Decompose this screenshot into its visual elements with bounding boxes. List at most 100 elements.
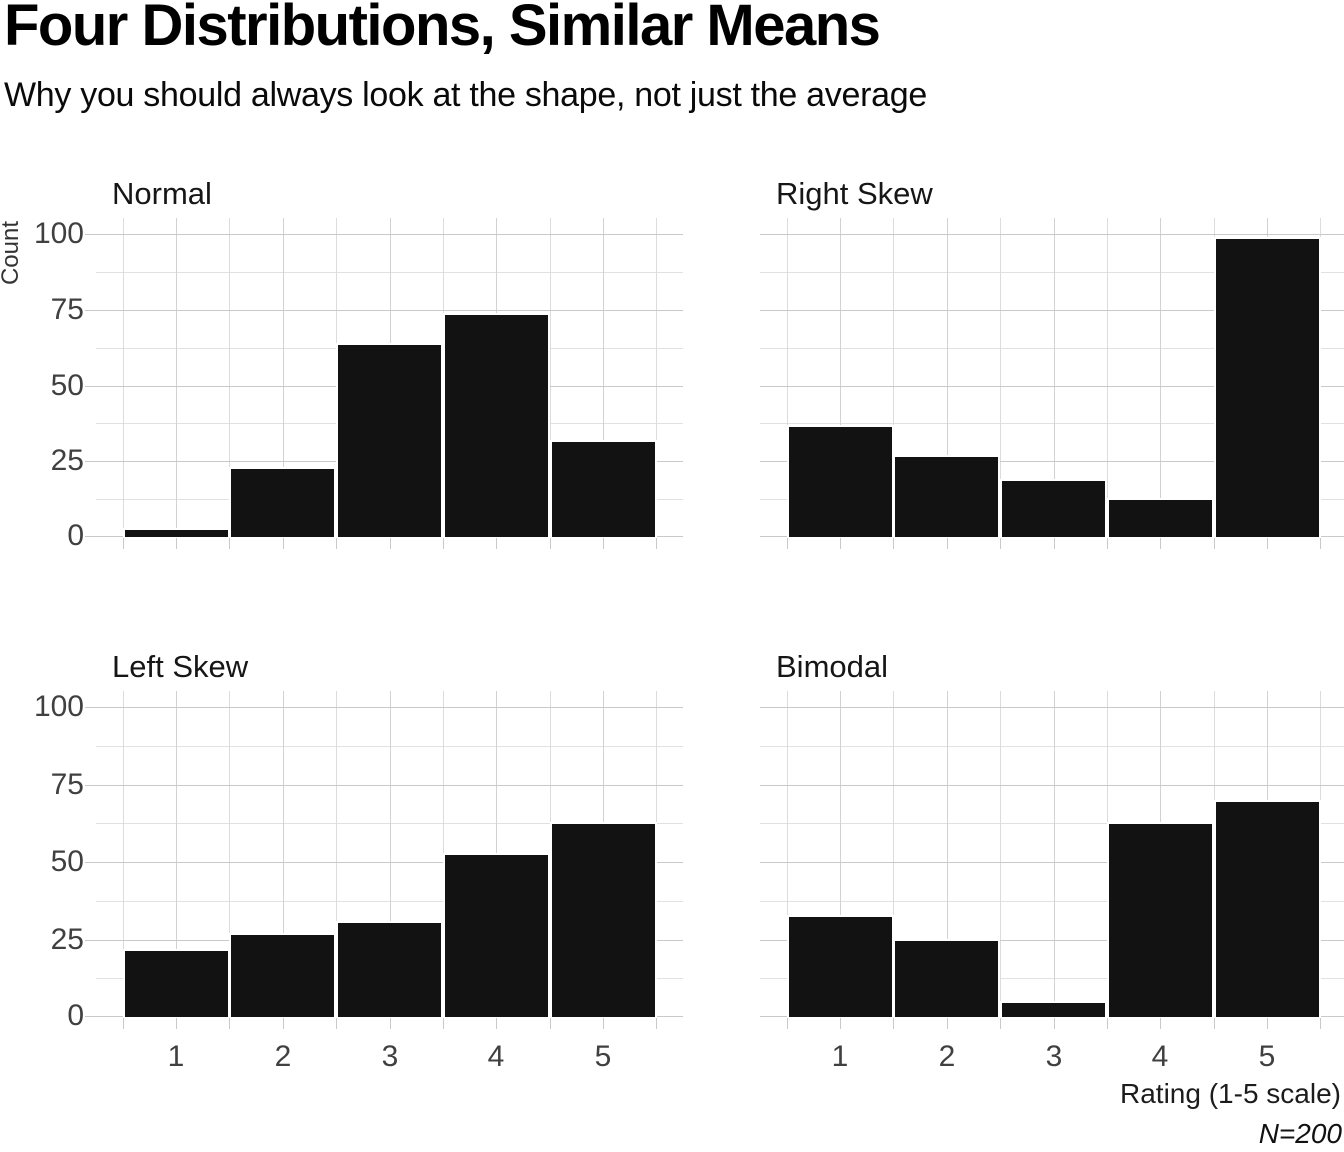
x-axis-tick bbox=[1214, 1018, 1215, 1029]
x-axis-tick bbox=[176, 1018, 177, 1029]
x-axis-tick bbox=[283, 1018, 284, 1029]
x-axis-tick bbox=[840, 1018, 841, 1029]
y-axis-tick bbox=[85, 940, 96, 941]
gridline-v bbox=[550, 218, 551, 537]
gridline-v bbox=[176, 691, 177, 1017]
y-tick-label: 75 bbox=[50, 293, 84, 326]
x-tick-label: 2 bbox=[274, 1040, 292, 1073]
gridline-v bbox=[893, 218, 894, 537]
x-tick-label: 4 bbox=[487, 1040, 505, 1073]
gridline-v bbox=[947, 691, 948, 1017]
x-axis-tick bbox=[1054, 538, 1055, 549]
histogram-bar bbox=[787, 915, 894, 1017]
gridline-v bbox=[283, 218, 284, 537]
panel-normal: Normal bbox=[96, 176, 683, 549]
histogram-bar bbox=[1107, 498, 1214, 537]
x-axis-tick bbox=[893, 1018, 894, 1029]
gridline-v bbox=[893, 691, 894, 1017]
plot-area bbox=[96, 218, 683, 537]
gridline-v bbox=[1160, 218, 1161, 537]
y-tick-label: 50 bbox=[50, 845, 84, 878]
histogram-bar bbox=[229, 933, 336, 1017]
plot-area bbox=[96, 691, 683, 1017]
x-axis-tick bbox=[840, 538, 841, 549]
x-axis-tick bbox=[1214, 538, 1215, 549]
x-axis-tick bbox=[229, 1018, 230, 1029]
gridline-v bbox=[123, 218, 124, 537]
x-axis-tick bbox=[656, 538, 657, 549]
histogram-bar bbox=[123, 528, 230, 537]
x-axis-tick bbox=[603, 538, 604, 549]
x-axis-tick bbox=[123, 1018, 124, 1029]
x-axis-tick bbox=[1107, 538, 1108, 549]
gridline-major-h bbox=[96, 234, 683, 235]
x-tick-label: 2 bbox=[938, 1040, 956, 1073]
x-axis-tick bbox=[283, 538, 284, 549]
x-tick-label: 4 bbox=[1151, 1040, 1169, 1073]
y-axis-tick bbox=[85, 461, 96, 462]
gridline-major-h bbox=[96, 785, 683, 786]
histogram-bar bbox=[123, 949, 230, 1017]
y-axis-tick bbox=[85, 234, 96, 235]
gridline-major-h bbox=[760, 310, 1344, 311]
y-tick-label: 0 bbox=[67, 999, 84, 1032]
x-axis-tick bbox=[1107, 1018, 1108, 1029]
gridline-v bbox=[1054, 218, 1055, 537]
y-tick-label: 25 bbox=[50, 923, 84, 956]
x-axis-tick bbox=[787, 538, 788, 549]
gridline-minor-h bbox=[96, 901, 683, 902]
gridline-major-h bbox=[760, 234, 1344, 235]
x-axis-tick bbox=[123, 538, 124, 549]
gridline-minor-h bbox=[760, 978, 1344, 979]
gridline-minor-h bbox=[760, 272, 1344, 273]
x-tick-label: 5 bbox=[594, 1040, 612, 1073]
x-axis-tick bbox=[496, 1018, 497, 1029]
panel-bimodal: Bimodal bbox=[760, 649, 1344, 1029]
y-axis-tick bbox=[85, 386, 96, 387]
y-tick-label: 25 bbox=[50, 444, 84, 477]
gridline-v bbox=[283, 691, 284, 1017]
gridline-major-h bbox=[96, 310, 683, 311]
y-axis-tick bbox=[85, 707, 96, 708]
x-axis-tick bbox=[947, 538, 948, 549]
x-axis-tick bbox=[656, 1018, 657, 1029]
x-axis-tick bbox=[1000, 538, 1001, 549]
gridline-v bbox=[1000, 691, 1001, 1017]
histogram-bar bbox=[229, 467, 336, 537]
y-tick-label: 0 bbox=[67, 519, 84, 552]
facet-label: Bimodal bbox=[776, 649, 888, 684]
x-axis-tick bbox=[787, 1018, 788, 1029]
gridline-major-h bbox=[96, 862, 683, 863]
gridline-v bbox=[176, 218, 177, 537]
histogram-bar bbox=[893, 455, 1000, 537]
gridline-minor-h bbox=[760, 823, 1344, 824]
gridline-v bbox=[947, 218, 948, 537]
gridline-v bbox=[390, 691, 391, 1017]
x-axis-tick bbox=[176, 538, 177, 549]
facet-label: Left Skew bbox=[112, 649, 249, 684]
gridline-minor-h bbox=[96, 272, 683, 273]
gridline-major-h bbox=[760, 707, 1344, 708]
gridline-v bbox=[123, 691, 124, 1017]
y-axis-tick bbox=[85, 536, 96, 537]
gridline-v bbox=[840, 218, 841, 537]
plot-area bbox=[760, 218, 1344, 537]
gridline-v bbox=[656, 218, 657, 537]
x-axis-tick bbox=[390, 1018, 391, 1029]
gridline-major-h bbox=[760, 940, 1344, 941]
x-tick-label: 3 bbox=[381, 1040, 399, 1073]
y-tick-label: 50 bbox=[50, 369, 84, 402]
histogram-bar bbox=[893, 939, 1000, 1017]
facet-label: Right Skew bbox=[776, 176, 933, 211]
x-tick-label: 5 bbox=[1258, 1040, 1276, 1073]
gridline-v bbox=[787, 691, 788, 1017]
x-axis-tick bbox=[229, 538, 230, 549]
histogram-bar bbox=[443, 853, 550, 1017]
panel-right-skew: Right Skew bbox=[760, 176, 1344, 549]
y-axis-tick bbox=[85, 1016, 96, 1017]
histogram-bar bbox=[1000, 1001, 1107, 1017]
gridline-v bbox=[787, 218, 788, 537]
gridline-v bbox=[1054, 691, 1055, 1017]
plot-area bbox=[760, 691, 1344, 1017]
